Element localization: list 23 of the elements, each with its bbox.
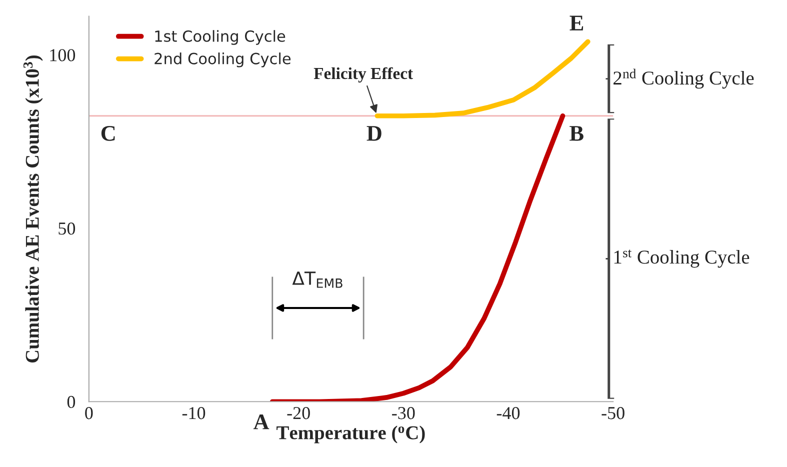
x-tick-label: -50 <box>602 407 624 420</box>
annotation: E <box>570 16 584 30</box>
x-tick-label: -40 <box>496 407 520 420</box>
annotation: D <box>366 126 382 141</box>
x-tick-label: 0 <box>85 407 93 420</box>
legend-label: 2nd Cooling Cycle <box>154 52 291 68</box>
y-tick-label: 50 <box>58 222 76 235</box>
text: 1$^{st}$ Cooling Cycle <box>614 250 750 268</box>
annotation: B <box>570 126 584 141</box>
x-tick-label: -30 <box>392 407 415 420</box>
y-tick-label: 100 <box>50 49 76 62</box>
annotation: Felicity Effect <box>314 67 413 83</box>
annotation: C <box>101 126 115 141</box>
text: 2$^{nd}$ Cooling Cycle <box>614 68 754 89</box>
legend-label: 1st Cooling Cycle <box>155 30 286 45</box>
x-tick-label: -10 <box>182 407 206 420</box>
line-series <box>270 113 566 402</box>
y-tick-label: 0 <box>67 396 76 408</box>
x-axis-title: Temperature ($^{o}$C) <box>276 426 425 444</box>
y-axis-title: Cumulative AE Events Counts (x10$^{3}$) <box>23 56 43 363</box>
x-tick-label: -20 <box>287 407 310 420</box>
annotation: ΔT$_{EMB}$ <box>292 272 342 288</box>
annotation: A <box>253 414 270 430</box>
